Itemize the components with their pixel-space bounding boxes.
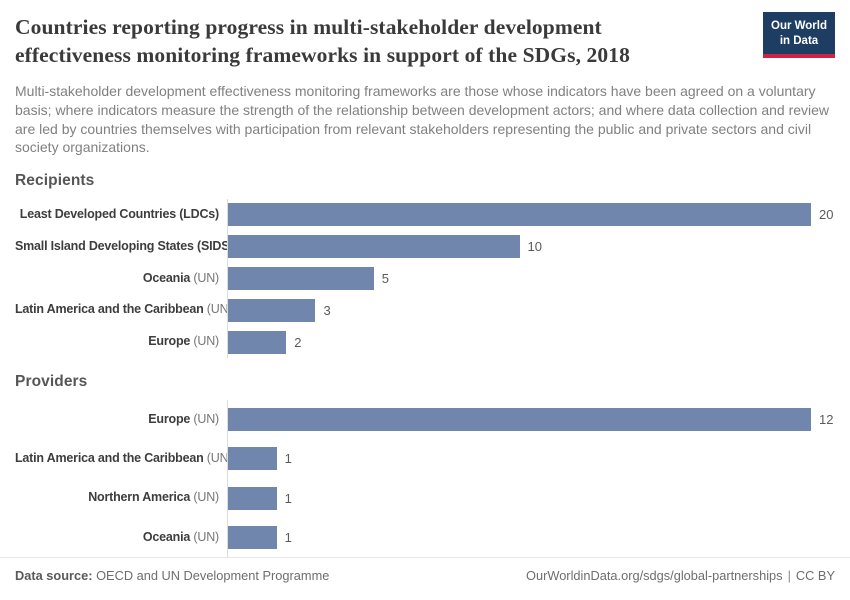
bar-track: 20 bbox=[227, 199, 835, 231]
value-label: 1 bbox=[284, 451, 292, 467]
category-label: Small Island Developing States (SIDS) bbox=[15, 238, 234, 253]
category-label: Least Developed Countries (LDCs) bbox=[19, 207, 219, 222]
category-label: Oceania (UN) bbox=[142, 270, 219, 285]
category-label: Europe (UN) bbox=[148, 411, 219, 426]
license-link[interactable]: CC BY bbox=[795, 568, 835, 583]
page-title: Countries reporting progress in multi-st… bbox=[15, 15, 630, 67]
bar-track: 5 bbox=[227, 262, 835, 295]
bar-row: Least Developed Countries (LDCs) 20 bbox=[15, 199, 835, 231]
bar-row: Europe (UN) 2 bbox=[15, 326, 835, 359]
bar-track: 1 bbox=[227, 517, 835, 558]
bar bbox=[228, 203, 811, 227]
facet-recipients: Recipients Least Developed Countries (LD… bbox=[15, 172, 835, 359]
bar-track: 3 bbox=[227, 294, 835, 327]
bar bbox=[228, 447, 277, 471]
logo-line1: Our World bbox=[771, 20, 828, 32]
bar bbox=[228, 267, 374, 291]
category-label: Latin America and the Caribbean (UN) bbox=[15, 451, 233, 466]
facet-providers: Providers Europe (UN) 12 Latin America and… bbox=[15, 373, 835, 558]
bar bbox=[228, 330, 287, 354]
category-label: Northern America (UN) bbox=[88, 490, 219, 505]
bar-track: 10 bbox=[227, 230, 835, 263]
bar-row: Europe (UN) 12 bbox=[15, 400, 835, 440]
bar-row: Small Island Developing States (SIDS) 10 bbox=[15, 230, 835, 263]
footer: Data source: OECD and UN Development Pro… bbox=[0, 557, 850, 600]
bar bbox=[228, 298, 316, 322]
facet-title-providers: Providers bbox=[15, 373, 88, 391]
owid-logo[interactable]: Our World in Data bbox=[763, 12, 835, 58]
bar-chart-providers: Europe (UN) 12 Latin America and the Carib… bbox=[15, 400, 835, 558]
category-label: Oceania (UN) bbox=[142, 529, 219, 544]
value-label: 10 bbox=[527, 239, 542, 255]
bar bbox=[228, 525, 277, 549]
data-source-value: OECD and UN Development Programme bbox=[92, 568, 330, 583]
logo-line2: in Data bbox=[779, 34, 819, 47]
owid-url-link[interactable]: OurWorldinData.org/sdgs/global-partnersh… bbox=[526, 568, 783, 583]
footer-separator: | bbox=[787, 568, 791, 583]
bar-row: Latin America and the Caribbean (UN) 1 bbox=[15, 439, 835, 479]
value-label: 12 bbox=[819, 412, 834, 428]
data-source-label: Data source: bbox=[15, 568, 93, 583]
bar-row: Latin America and the Caribbean (UN) 3 bbox=[15, 294, 835, 327]
bar-row: Northern America (UN) 1 bbox=[15, 478, 835, 518]
bar-track: 2 bbox=[227, 326, 835, 359]
value-label: 5 bbox=[381, 271, 389, 287]
value-label: 20 bbox=[819, 207, 834, 223]
bar-row: Oceania (UN) 1 bbox=[15, 517, 835, 558]
bar-chart-recipients: Least Developed Countries (LDCs) 20 Small … bbox=[15, 199, 835, 359]
value-label: 1 bbox=[284, 529, 292, 545]
bar-row: Oceania (UN) 5 bbox=[15, 262, 835, 295]
value-label: 1 bbox=[284, 490, 292, 506]
bar-track: 1 bbox=[227, 478, 835, 518]
data-source: Data source: OECD and UN Development Pro… bbox=[15, 568, 329, 583]
category-label: Latin America and the Caribbean (UN) bbox=[15, 302, 233, 317]
bar bbox=[228, 235, 520, 259]
value-label: 2 bbox=[294, 334, 302, 350]
bar bbox=[228, 486, 277, 510]
bar-track: 1 bbox=[227, 439, 835, 479]
bar-track: 12 bbox=[227, 400, 835, 440]
facet-title-recipients: Recipients bbox=[15, 172, 95, 190]
category-label: Europe (UN) bbox=[148, 334, 219, 349]
chart-subtitle: Multi-stakeholder development effectiven… bbox=[15, 83, 830, 156]
header: Countries reporting progress in multi-st… bbox=[15, 12, 835, 69]
value-label: 3 bbox=[323, 302, 331, 318]
bar bbox=[228, 408, 811, 432]
footer-links: OurWorldinData.org/sdgs/global-partnersh… bbox=[526, 568, 835, 583]
